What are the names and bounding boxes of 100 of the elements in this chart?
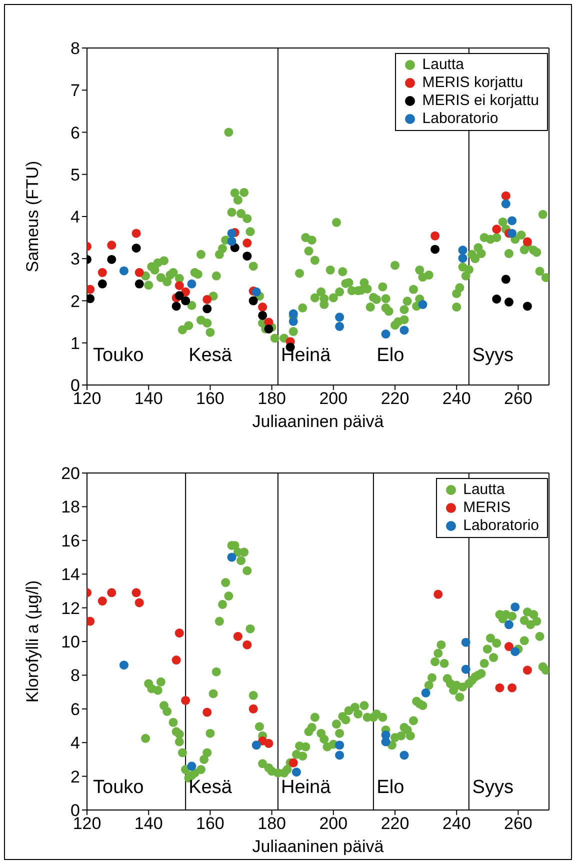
point (174, 628, 184, 638)
annotation: Elo (376, 345, 404, 367)
annotation: Elo (376, 777, 404, 799)
point (400, 326, 409, 335)
point (288, 758, 298, 768)
x-tick-label: 180 (258, 389, 286, 408)
point (172, 302, 181, 311)
y-tick-label: 12 (61, 598, 80, 618)
y-tick-label: 1 (70, 334, 80, 353)
point (335, 750, 344, 760)
y-tick-label: 4 (70, 734, 80, 753)
x-tick-label: 200 (319, 814, 348, 834)
point (227, 236, 236, 246)
point (107, 588, 116, 598)
point (187, 762, 196, 771)
x-tick-label: 160 (196, 389, 224, 408)
point (461, 638, 470, 647)
point (242, 238, 252, 248)
annotation: Kesä (188, 777, 232, 799)
x-tick-label: 200 (319, 389, 348, 408)
point (227, 552, 236, 562)
point (87, 294, 95, 304)
y-tick-label: 10 (61, 632, 80, 652)
point (335, 322, 344, 331)
annotation: Syys (472, 777, 514, 799)
y-axis-title: Sameus (FTU) (23, 160, 42, 272)
legend-label: Laboratorio (463, 517, 539, 535)
point (202, 304, 212, 314)
point (418, 300, 428, 310)
annotation: Heinä (281, 777, 331, 799)
point (504, 620, 514, 630)
y-tick-label: 20 (61, 464, 80, 484)
point (421, 688, 430, 698)
annotation: Heinä (281, 345, 331, 367)
point (288, 316, 298, 326)
point (233, 632, 242, 641)
legend-label: MERIS ei korjattu (422, 92, 539, 110)
point (504, 298, 514, 307)
y-tick-label: 4 (70, 208, 80, 227)
point (522, 666, 532, 675)
point (292, 768, 301, 777)
y-tick-label: 5 (70, 165, 80, 184)
point (107, 254, 116, 264)
x-tick-label: 240 (442, 814, 471, 834)
y-tick-label: 6 (70, 123, 80, 142)
legend-label: Laboratorio (422, 110, 498, 128)
legend-label: MERIS korjattu (422, 74, 524, 92)
y-axis-title: Klorofylli a (µg/l) (23, 580, 42, 703)
point (400, 750, 409, 760)
x-tick-label: 140 (134, 814, 163, 834)
annotation: Touko (93, 777, 144, 799)
point (434, 590, 443, 599)
x-tick-label: 140 (134, 389, 163, 408)
point (87, 284, 95, 294)
point (172, 656, 181, 665)
y-tick-label: 18 (61, 498, 80, 517)
point (181, 287, 190, 296)
point (458, 246, 468, 255)
point (107, 240, 116, 250)
point (461, 664, 470, 674)
y-tick-label: 3 (70, 250, 80, 269)
point (181, 296, 190, 306)
point (134, 598, 144, 608)
point (510, 647, 520, 656)
point (132, 588, 141, 598)
point (227, 228, 236, 238)
point (501, 199, 510, 208)
point (522, 302, 532, 311)
point (335, 312, 344, 322)
y-tick-label: 14 (61, 565, 80, 584)
annotation: Syys (472, 345, 514, 367)
point (98, 279, 107, 288)
y-tick-label: 8 (70, 39, 80, 58)
point (258, 310, 268, 320)
y-tick-label: 7 (70, 81, 80, 100)
point (508, 216, 517, 226)
point (134, 268, 144, 278)
x-tick-label: 260 (504, 814, 532, 834)
point (264, 738, 274, 748)
y-tick-label: 2 (70, 767, 80, 786)
y-tick-label: 6 (70, 700, 80, 719)
point (242, 252, 252, 261)
point (242, 640, 252, 650)
point (522, 237, 532, 246)
x-tick-label: 180 (258, 814, 286, 834)
point (134, 279, 144, 288)
point (98, 596, 107, 606)
point (174, 291, 184, 300)
point (252, 287, 261, 296)
point (508, 228, 517, 238)
point (288, 309, 298, 318)
y-tick-label: 2 (70, 292, 80, 311)
point (181, 696, 190, 705)
point (202, 294, 212, 304)
point (495, 683, 504, 692)
point (430, 244, 440, 254)
point (98, 268, 107, 278)
point (381, 330, 390, 339)
legend-label: Lautta (463, 481, 505, 499)
x-tick-label: 220 (380, 389, 410, 408)
